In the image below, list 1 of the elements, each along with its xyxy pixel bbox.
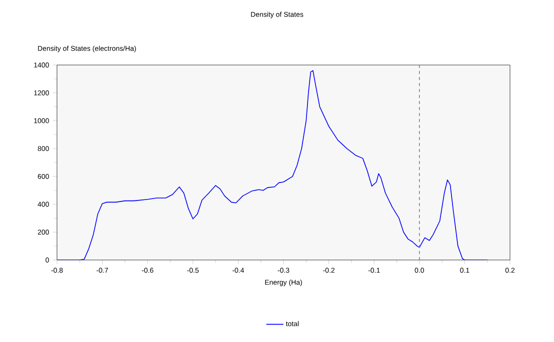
line-series	[57, 70, 488, 260]
